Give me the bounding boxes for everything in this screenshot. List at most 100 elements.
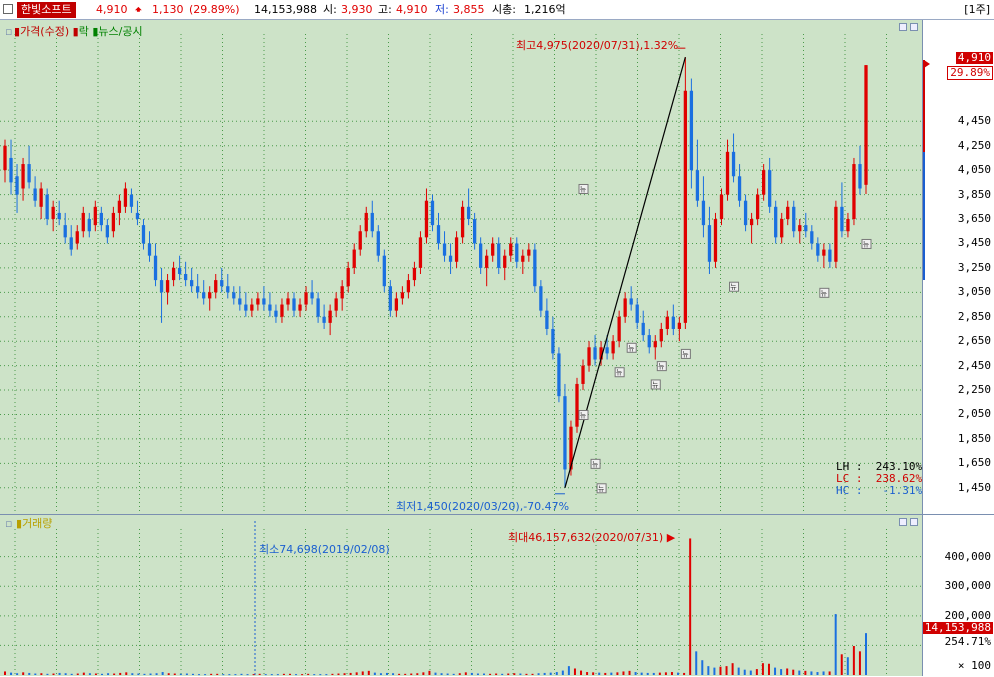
volume-bar — [398, 673, 401, 675]
candle-body — [665, 316, 669, 329]
candle-body — [834, 206, 838, 262]
volume-bar — [319, 674, 322, 676]
candle-body — [69, 237, 73, 250]
candle-body — [9, 157, 13, 183]
volume-axis: 200,000 300,000 400,000 14,153,988 254.71%… — [922, 514, 994, 676]
candle-body — [653, 341, 657, 348]
candle-body — [774, 206, 778, 238]
volume-bar — [137, 673, 140, 675]
volume-bar — [858, 651, 861, 675]
candle-body — [533, 249, 537, 287]
low-label: 저: — [435, 3, 449, 16]
volume-minimize-icon[interactable] — [899, 518, 907, 526]
volume-menu-icon[interactable]: ▫ — [5, 517, 13, 530]
news-icon: 뉴 — [650, 379, 661, 390]
candle-body — [647, 335, 651, 348]
period-selector[interactable]: [1주] — [964, 3, 990, 16]
volume-bar — [774, 667, 777, 675]
candle-body — [804, 225, 808, 232]
candle-body — [346, 267, 350, 287]
price-tick-label: 4,250 — [957, 138, 991, 152]
volume-bar — [52, 673, 55, 675]
volume-bar — [22, 672, 25, 675]
svg-text:뉴: 뉴 — [580, 411, 587, 419]
news-icon: 뉴 — [729, 281, 740, 292]
candle-body — [87, 219, 91, 232]
news-icon: 뉴 — [861, 238, 872, 249]
volume-bar — [40, 673, 43, 675]
candle-body — [262, 298, 266, 305]
candle-body — [105, 225, 110, 238]
volume-bar — [561, 670, 564, 675]
volume-bar — [88, 673, 91, 675]
candle-body — [485, 255, 489, 268]
candle-body — [220, 280, 224, 287]
candle-body — [581, 365, 585, 384]
panel-close-icon[interactable] — [910, 23, 918, 31]
high-label: 고: — [378, 3, 392, 16]
candle-body — [725, 151, 730, 195]
legend-rak: 락 — [78, 25, 89, 38]
volume-bar — [543, 672, 546, 675]
candle-body — [171, 267, 176, 281]
candle-body — [527, 249, 531, 256]
candle-body — [545, 310, 549, 329]
candle-body — [51, 206, 55, 220]
candle-body — [448, 255, 453, 262]
candle-body — [286, 298, 290, 305]
volume-bar — [683, 672, 686, 675]
candle-body — [858, 164, 862, 189]
panel-menu-icon[interactable]: ▫ — [5, 25, 13, 38]
volume-bar — [464, 672, 467, 675]
candle-body — [364, 212, 368, 232]
news-icon: 뉴 — [680, 348, 691, 359]
volume-bar — [276, 674, 279, 676]
volume-bar — [252, 674, 255, 676]
candle-body — [153, 255, 158, 281]
candle-body — [466, 206, 471, 220]
volume-bar — [555, 672, 558, 675]
legend-news: 뉴스/공시 — [98, 25, 143, 38]
select-checkbox[interactable] — [3, 4, 13, 14]
stock-name-badge[interactable]: 한빛소프트 — [17, 2, 76, 18]
volume-bar — [592, 672, 595, 675]
volume-bar — [288, 673, 291, 675]
volume-bar — [798, 670, 801, 675]
candle-body — [159, 280, 164, 293]
volume-bar — [822, 671, 825, 675]
price-tick-label: 3,250 — [957, 260, 991, 274]
volume-bar — [622, 671, 625, 675]
candle-body — [472, 219, 477, 244]
news-icon: 뉴 — [596, 483, 607, 494]
candle-body — [424, 200, 429, 238]
volume-bar — [349, 672, 352, 675]
candle-body — [322, 316, 326, 323]
panel-minimize-icon[interactable] — [899, 23, 907, 31]
volume-bar — [525, 673, 528, 675]
up-arrow-icon: 🠹 — [135, 3, 142, 16]
candle-body — [202, 292, 206, 299]
volume-bar — [198, 674, 201, 676]
volume-bar — [101, 673, 104, 675]
candle-body — [388, 286, 392, 311]
volume-bar — [483, 673, 486, 675]
candle-body — [442, 243, 447, 256]
current-pct-tag: 29.89% — [947, 66, 993, 80]
volume-bar — [379, 673, 382, 675]
volume-bar — [173, 673, 176, 675]
volume-chart-panel[interactable]: ▫ ▮거래량 최소74,698(2019/02/08) 최대46,157,632… — [0, 514, 922, 677]
volume-bar — [470, 672, 473, 675]
volume-bar — [628, 670, 631, 675]
candle-body — [141, 225, 146, 244]
news-icon: 뉴 — [614, 367, 625, 378]
volume-bar — [755, 669, 758, 675]
volume-bar — [258, 673, 261, 675]
candle-body — [810, 231, 814, 244]
volume-bar — [616, 672, 619, 675]
volume-bar — [689, 538, 692, 675]
max-volume-annotation: 최대46,157,632(2020/07/31) ▶ — [508, 531, 676, 544]
candle-body — [316, 298, 320, 317]
volume-close-icon[interactable] — [910, 518, 918, 526]
